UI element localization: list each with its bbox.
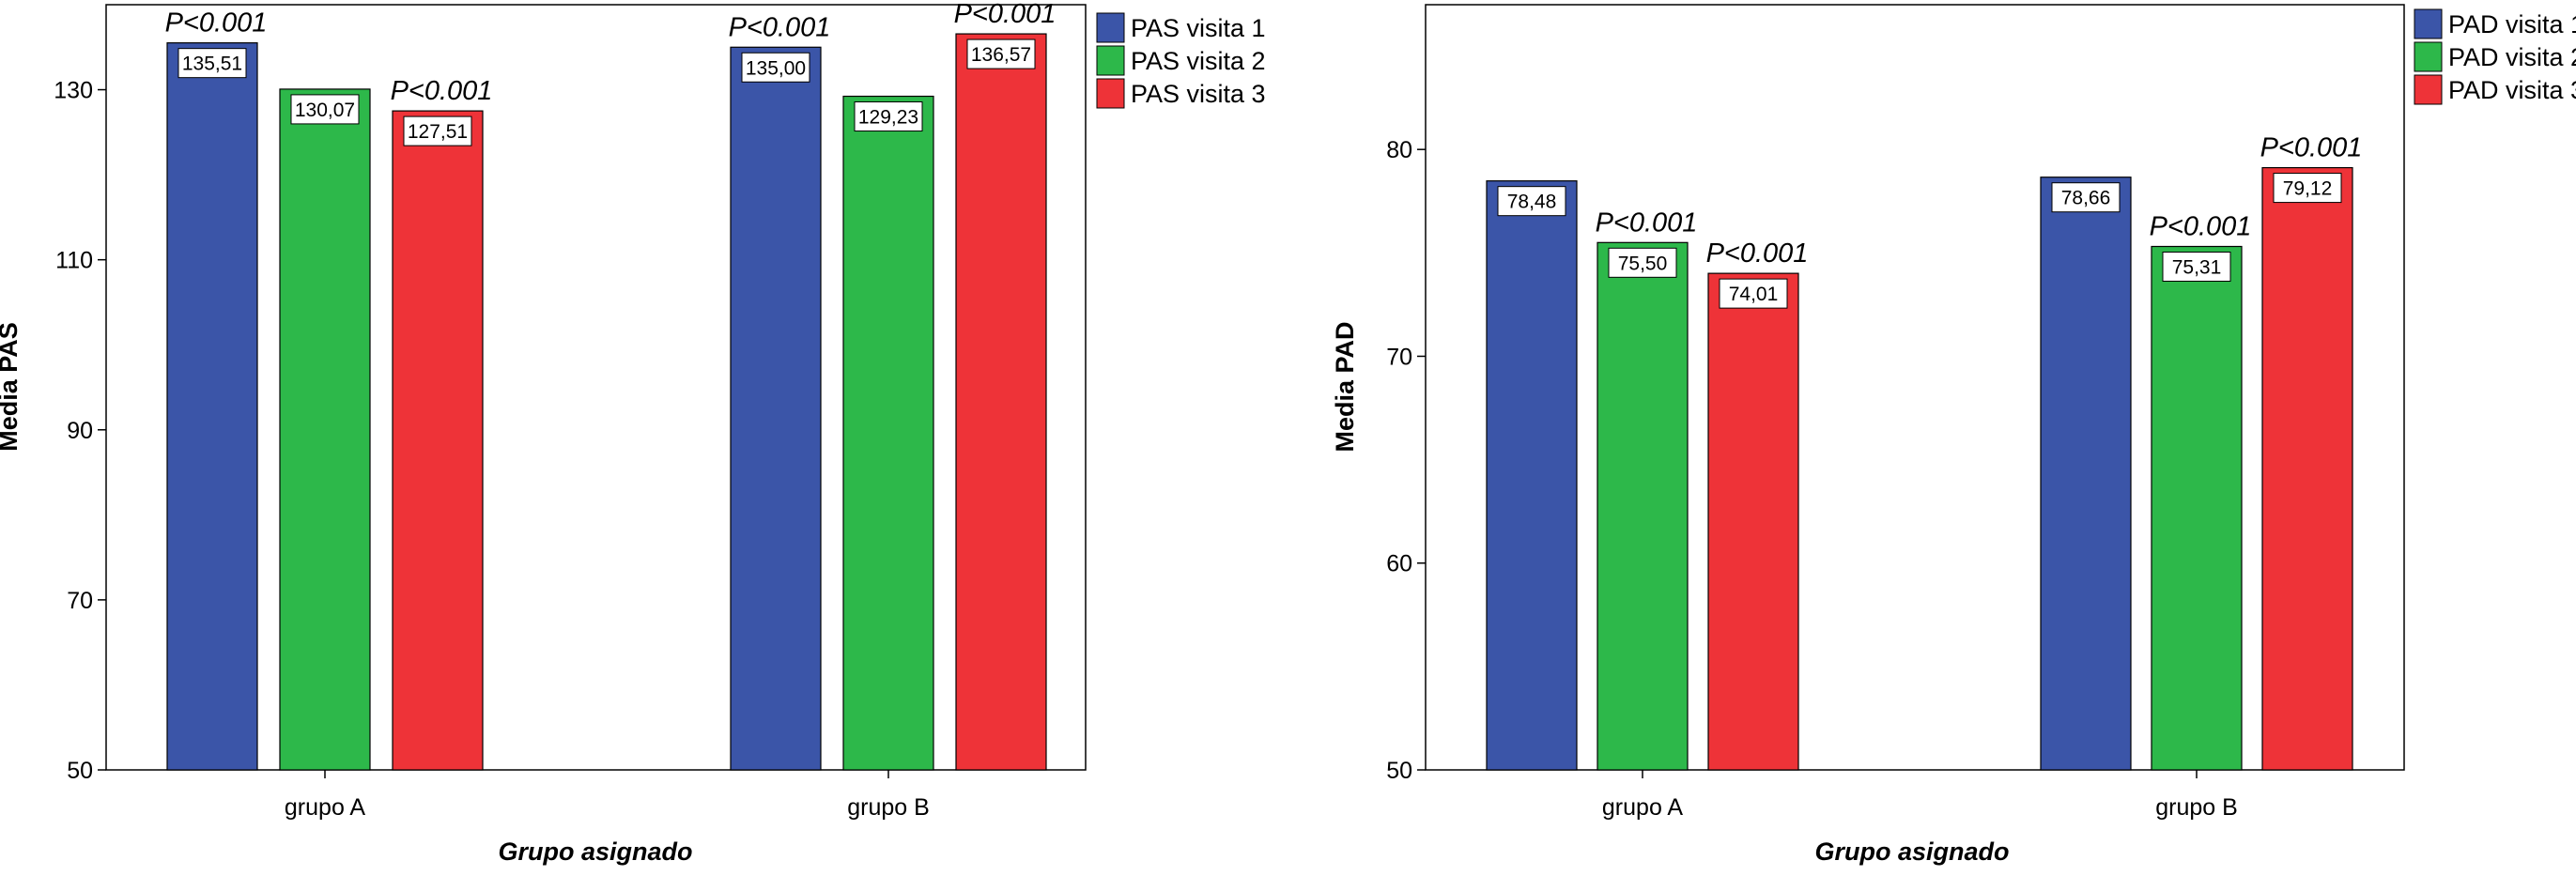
bar [166,42,258,771]
legend-pad: PAD visita 1 PAD visita 2 PAD visita 3 [2414,8,2576,105]
p-value-annotation: P<0.001 [1596,207,1698,238]
data-label-box [2273,173,2342,204]
data-label: 79,12 [2283,178,2333,200]
data-label: 135,00 [746,57,806,79]
p-value-annotation: P<0.001 [165,8,268,38]
p-value-annotation: P<0.001 [954,0,1057,29]
data-label-box [1719,278,1788,309]
y-axis-pad: 50 60 70 80 [1386,137,1426,784]
legend-entry: PAS visita 2 [1131,47,1266,75]
y-tick-label: 70 [67,588,93,614]
bar [279,88,371,771]
data-label: 74,01 [1729,284,1779,305]
bar [2151,245,2243,771]
data-label-box [1497,186,1566,217]
y-axis-label-pad: Media PAD [1331,321,1359,452]
y-tick-label: 70 [1386,344,1412,370]
data-label: 135,51 [182,54,242,75]
legend-entry: PAD visita 3 [2448,76,2576,104]
bar [1486,180,1578,771]
data-label-box [2162,251,2231,282]
data-label-box [403,115,472,146]
legend-pas: PAS visita 1 PAS visita 2 PAS visita 3 [1096,12,1266,109]
bar [2040,177,2132,771]
legend-entry: PAD visita 2 [2448,43,2576,71]
bar [842,95,934,771]
bar [955,33,1047,771]
data-label-box [2051,182,2121,213]
bars-pad: 78,48 75,50 P<0.001 74,01 P<0.001 78,66 75,31 P… [1486,133,2363,771]
data-label-box [1608,247,1677,278]
data-label: 136,57 [971,44,1031,66]
x-axis-pas: grupo A grupo B [285,770,930,821]
data-label-box [741,52,810,83]
p-value-annotation: P<0.001 [729,12,831,42]
data-label: 75,31 [2172,256,2222,278]
chart-pas: 50 70 90 110 130 135,51 P<0.001 130,07 127,51 P<… [0,0,1266,866]
p-value-annotation: P<0.001 [1706,238,1809,269]
data-label-box [177,48,247,79]
y-tick-label: 50 [67,758,93,784]
p-value-annotation: P<0.001 [2260,133,2363,163]
x-tick-label: grupo B [2155,794,2238,821]
legend-swatch [1096,12,1125,43]
legend-swatch [2414,41,2443,72]
data-label: 129,23 [858,107,918,129]
y-tick-label: 130 [54,78,93,104]
data-label-box [966,38,1036,69]
y-axis-pas: 50 70 90 110 130 [54,78,106,784]
legend-swatch [2414,8,2443,39]
p-value-annotation: P<0.001 [391,76,493,106]
y-tick-label: 80 [1386,137,1412,163]
y-tick-label: 110 [55,248,93,274]
data-label-box [854,101,923,132]
bar [1707,272,1799,771]
y-tick-label: 60 [1386,551,1412,577]
bars-pas: 135,51 P<0.001 130,07 127,51 P<0.001 135,00 P<… [165,0,1057,771]
bar [1597,241,1689,771]
data-label: 75,50 [1618,253,1668,274]
x-axis-label-pad: Grupo asignado [1814,838,2009,866]
y-axis-label-pas: Media PAS [0,322,23,452]
x-tick-label: grupo A [285,794,366,821]
data-label: 130,07 [295,100,355,121]
legend-entry: PAS visita 1 [1131,14,1266,42]
legend-swatch [1096,45,1125,76]
y-tick-label: 90 [67,418,93,444]
x-tick-label: grupo A [1602,794,1684,821]
p-value-annotation: P<0.001 [2150,211,2252,241]
data-label: 78,48 [1507,192,1557,213]
x-axis-label-pas: Grupo asignado [498,838,692,866]
y-tick-label: 50 [1386,758,1412,784]
data-label: 127,51 [408,121,468,143]
data-label-box [290,94,360,125]
legend-swatch [1096,78,1125,109]
data-label: 78,66 [2061,188,2111,209]
bar [2261,166,2353,771]
bar [392,110,484,771]
bar [730,46,822,771]
legend-entry: PAS visita 3 [1131,80,1266,108]
legend-entry: PAD visita 1 [2448,10,2576,38]
x-axis-pad: grupo A grupo B [1602,770,2238,821]
legend-swatch [2414,74,2443,105]
x-tick-label: grupo B [847,794,930,821]
